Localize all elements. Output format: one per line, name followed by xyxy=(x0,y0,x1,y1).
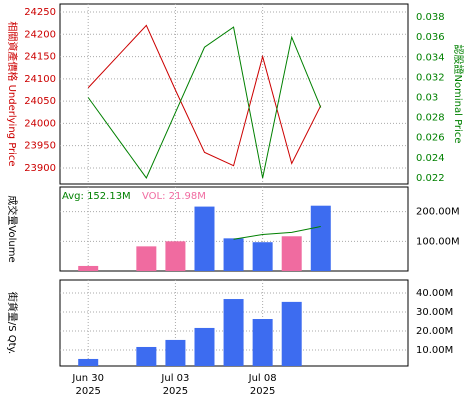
y-axis-label: 成交量Volume xyxy=(6,195,19,262)
bar xyxy=(281,301,302,366)
x-tick-label: Jul 03 xyxy=(160,373,189,384)
panel xyxy=(59,3,409,185)
bar xyxy=(281,236,302,271)
line-series xyxy=(87,26,322,179)
y2-tick-label: 0.028 xyxy=(416,113,445,124)
y-tick-label: 24100 xyxy=(24,74,56,85)
y-tick-label: 10.00M xyxy=(416,345,453,356)
bar xyxy=(223,299,244,366)
y2-tick-label: 0.026 xyxy=(416,133,445,144)
bar xyxy=(136,246,157,271)
bar xyxy=(165,241,186,271)
y-axis-label: 相關資產價格 Underlying Price xyxy=(6,21,19,166)
y2-axis-label: 認股證Nominal Price xyxy=(452,45,465,144)
x-tick-label: Jun 30 xyxy=(71,373,104,384)
bar xyxy=(194,327,215,366)
x-year-label: 2025 xyxy=(250,386,275,397)
y-tick-label: 24150 xyxy=(24,52,56,63)
y-tick-label: 30.00M xyxy=(416,307,453,318)
bar xyxy=(194,206,215,271)
avg-legend: Avg: 152.13M xyxy=(62,191,131,202)
y2-tick-label: 0.022 xyxy=(416,173,445,184)
y2-tick-label: 0.034 xyxy=(416,52,445,63)
y-tick-label: 23900 xyxy=(24,163,56,174)
y2-tick-label: 0.024 xyxy=(416,153,445,164)
y-tick-label: 20.00M xyxy=(416,326,453,337)
y-tick-label: 200.00M xyxy=(416,207,460,218)
y-tick-label: 24250 xyxy=(24,7,56,18)
bar xyxy=(252,319,273,366)
y-tick-label: 40.00M xyxy=(416,288,453,299)
x-year-label: 2025 xyxy=(75,386,100,397)
y2-tick-label: 0.032 xyxy=(416,72,445,83)
y-tick-label: 24200 xyxy=(24,29,56,40)
bar xyxy=(78,358,99,366)
bar xyxy=(252,242,273,271)
bar xyxy=(136,346,157,366)
x-tick-label: Jul 08 xyxy=(248,373,277,384)
y-tick-label: 23950 xyxy=(24,141,56,152)
y-axis-label: 街貨量/S Qty. xyxy=(6,292,19,354)
y-tick-label: 24050 xyxy=(24,96,56,107)
bar xyxy=(78,265,99,271)
y-tick-label: 100.00M xyxy=(416,236,460,247)
bar xyxy=(310,205,331,271)
y2-tick-label: 0.036 xyxy=(416,32,445,43)
y2-tick-label: 0.038 xyxy=(416,12,445,23)
line-series xyxy=(87,24,322,167)
vol-legend: VOL: 21.98M xyxy=(142,191,206,202)
bar xyxy=(223,238,244,271)
avg-line xyxy=(233,225,321,240)
x-year-label: 2025 xyxy=(163,386,188,397)
bar xyxy=(165,339,186,366)
y-tick-label: 24000 xyxy=(24,118,56,129)
y2-tick-label: 0.03 xyxy=(416,93,438,104)
